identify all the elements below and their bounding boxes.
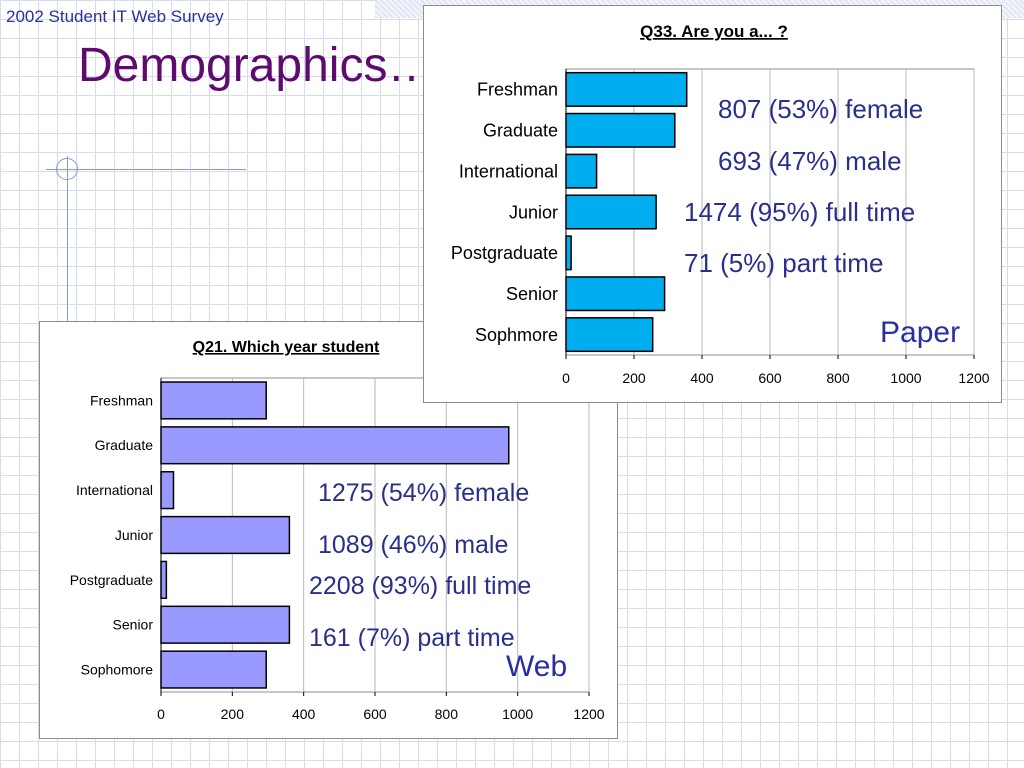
category-label: Sophmore <box>475 325 558 345</box>
category-label: Freshman <box>477 80 558 100</box>
category-label: Graduate <box>95 437 154 453</box>
bar-senior <box>160 605 291 644</box>
decorative-vertical-line <box>67 156 68 324</box>
category-label: Senior <box>506 284 558 304</box>
chart-title: Q21. Which year student <box>193 339 380 356</box>
decorative-horizontal-line <box>46 169 246 170</box>
bar-sophmore <box>565 317 654 353</box>
paper-bar-chart: Q33. Are you a... ? 0 200 400 600 800 1000 1200… <box>451 22 990 386</box>
x-tick-label: 600 <box>363 706 387 722</box>
bar-freshman <box>565 71 688 107</box>
x-tick-label: 1000 <box>502 706 533 722</box>
category-label: Graduate <box>483 121 558 141</box>
bar-international <box>565 153 598 189</box>
category-label: Postgraduate <box>70 572 153 588</box>
web-stat-female: 1275 (54%) female <box>318 479 530 507</box>
bar-junior <box>565 194 657 230</box>
x-tick-label: 1200 <box>958 370 989 386</box>
bar-freshman <box>160 381 267 420</box>
web-stat-full-time: 2208 (93%) full time <box>309 572 532 600</box>
decorative-circle <box>56 158 78 180</box>
x-tick-label: 1000 <box>890 370 921 386</box>
paper-stat-female: 807 (53%) female <box>718 94 924 124</box>
category-label: Postgraduate <box>451 243 558 263</box>
bar-graduate <box>160 426 510 465</box>
bar-postgraduate <box>565 235 572 271</box>
bar-postgraduate <box>160 560 168 599</box>
paper-stat-full-time: 1474 (95%) full time <box>684 197 916 227</box>
paper-label: Paper <box>880 316 961 349</box>
category-label: Sophomore <box>81 661 154 677</box>
bar-graduate <box>565 112 676 148</box>
x-tick-label: 800 <box>826 370 850 386</box>
category-label: Freshman <box>90 392 153 408</box>
paper-stat-part-time: 71 (5%) part time <box>684 248 884 278</box>
paper-chart-panel: Q33. Are you a... ? 0 200 400 600 800 1000 1200… <box>423 5 1002 403</box>
x-tick-label: 600 <box>758 370 782 386</box>
category-label: Junior <box>509 202 558 222</box>
x-tick-label: 0 <box>157 706 165 722</box>
bar-senior <box>565 276 666 312</box>
x-tick-label: 400 <box>690 370 714 386</box>
bar-international <box>160 471 175 510</box>
category-label: International <box>459 161 558 181</box>
web-bar-chart: Q21. Which year student 0 200 400 600 800 1000… <box>70 339 605 722</box>
bar-sophomore <box>160 650 267 689</box>
web-stat-male: 1089 (46%) male <box>318 531 509 559</box>
category-label: International <box>76 482 153 498</box>
category-label: Senior <box>113 617 154 633</box>
x-tick-label: 800 <box>435 706 459 722</box>
survey-title: 2002 Student IT Web Survey <box>6 7 224 26</box>
x-tick-label: 1200 <box>573 706 604 722</box>
category-label: Junior <box>115 527 153 543</box>
bar-junior <box>160 515 291 555</box>
web-label: Web <box>506 650 568 683</box>
x-tick-label: 0 <box>562 370 570 386</box>
web-stat-part-time: 161 (7%) part time <box>309 624 515 652</box>
x-tick-label: 200 <box>622 370 646 386</box>
chart-title: Q33. Are you a... ? <box>640 22 788 41</box>
paper-stat-male: 693 (47%) male <box>718 146 902 176</box>
page-title: Demographics… <box>78 39 436 92</box>
x-tick-label: 200 <box>221 706 245 722</box>
x-tick-label: 400 <box>292 706 316 722</box>
